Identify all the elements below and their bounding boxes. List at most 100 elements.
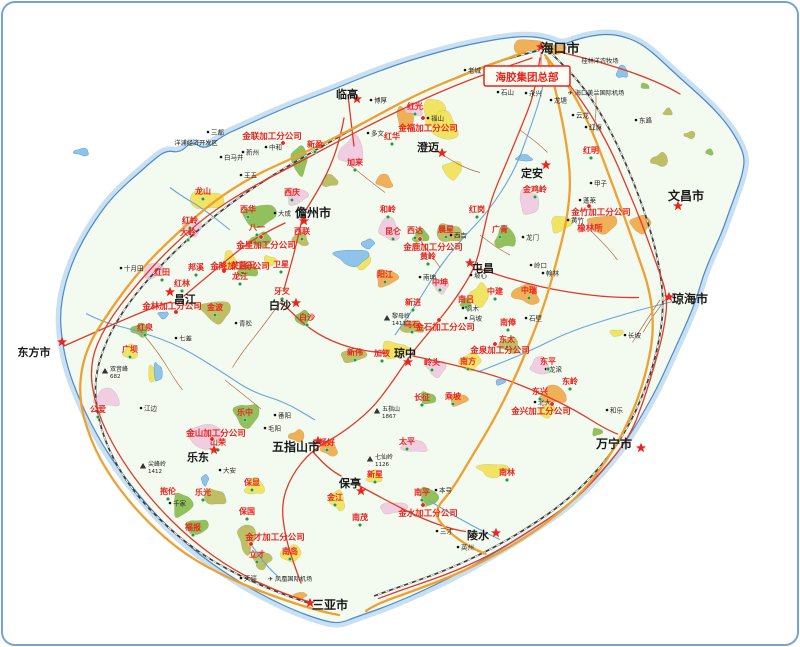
farm-label: 乐光 <box>195 487 211 497</box>
peak-elevation: 1126 <box>375 462 389 468</box>
town-dot <box>449 233 453 237</box>
farm-dot <box>142 333 147 338</box>
city-label: 临高 <box>336 87 358 101</box>
city-label: 屯昌 <box>472 261 494 275</box>
town-dot <box>521 235 525 239</box>
peak-elevation: 682 <box>110 374 121 380</box>
town-label: 枫木 <box>466 304 480 313</box>
national-road <box>282 57 541 584</box>
city-label: 琼海市 <box>672 291 708 306</box>
town-dot <box>264 145 268 149</box>
roads <box>63 50 681 617</box>
city-star-icon <box>536 41 546 52</box>
farm-label: 公爱 <box>90 404 106 414</box>
plantation-patch <box>365 469 383 483</box>
city-label: 昌江 <box>174 292 196 306</box>
city-star-icon <box>305 597 315 608</box>
town-dot <box>589 181 593 185</box>
town-label: 长坡 <box>628 331 642 340</box>
farm-dot <box>95 415 100 420</box>
farm-dot <box>589 155 594 160</box>
expressway <box>435 58 572 556</box>
city-label: 白沙 <box>269 298 291 312</box>
farm-dot <box>405 447 410 452</box>
town-label: 坡心 <box>474 271 488 280</box>
company-dot <box>221 268 227 274</box>
county-road <box>592 94 597 133</box>
national-road <box>183 222 286 297</box>
town-label: 江边 <box>144 405 158 413</box>
town-label: 新州 <box>246 148 259 157</box>
plantation-patch <box>458 352 482 372</box>
town-dot <box>496 90 500 94</box>
national-road <box>559 51 681 95</box>
town-dot <box>463 68 467 72</box>
farm-dot <box>165 497 170 502</box>
town-label: 王五 <box>244 172 258 180</box>
farm-dot <box>411 308 416 313</box>
national-road <box>282 214 304 292</box>
town-dot <box>218 468 222 472</box>
farm-label: 金江 <box>326 492 343 502</box>
hq-box <box>483 65 571 87</box>
plantation-patch <box>287 429 305 443</box>
plantation-patch <box>683 130 696 140</box>
city-label: 陵水 <box>467 528 490 542</box>
town-dot <box>541 271 545 275</box>
peak-label: 七仙岭 <box>375 453 393 461</box>
national-road <box>355 483 467 533</box>
farm-label: 红田 <box>154 267 170 277</box>
farm-dot <box>410 330 415 335</box>
city-star-icon <box>465 257 475 268</box>
farm-label: 广青 <box>492 224 508 234</box>
plantation-patch <box>328 489 345 512</box>
company-dot <box>420 502 426 508</box>
company-label: 金才加工分公司 <box>244 532 305 543</box>
river <box>477 300 674 373</box>
farm-dot <box>533 194 538 199</box>
farm-label: 大岭 <box>180 227 196 237</box>
company-label: 金石加工分公司 <box>414 322 475 333</box>
peak-icon <box>101 368 109 374</box>
town-dot <box>623 333 627 337</box>
town-label: 三都 <box>211 129 225 137</box>
town-dot <box>263 426 267 430</box>
peak-label: 黎母岭 <box>392 312 410 320</box>
farm-dot <box>242 418 247 423</box>
county-road <box>429 144 481 173</box>
plantation-patch <box>538 403 557 419</box>
plantation-patch <box>498 336 519 354</box>
town-dot <box>168 501 172 505</box>
city-star-icon <box>673 200 683 211</box>
town-dot <box>366 131 370 135</box>
plantation-patch <box>122 343 138 360</box>
river <box>85 313 316 421</box>
plantation-patch <box>294 309 311 326</box>
farm-label: 龙江 <box>231 271 248 281</box>
plantation-patch <box>705 148 714 156</box>
farm-dot <box>240 271 245 276</box>
farm-label: 西庆 <box>284 187 300 197</box>
town-label: 石山 <box>501 88 514 97</box>
farm-dot <box>212 313 217 318</box>
river <box>427 499 501 540</box>
farm-dot <box>451 402 456 407</box>
city-label: 五指山市 <box>272 439 320 454</box>
farm-dot <box>464 305 469 310</box>
city-label: 乐东 <box>187 450 209 464</box>
city-label: 万宁市 <box>595 436 632 451</box>
farm-label: 红华 <box>384 131 400 141</box>
peak-icon <box>139 463 147 469</box>
farm-label: 中建 <box>487 286 504 296</box>
peak-elevation: 1412 <box>148 469 162 475</box>
county-road <box>589 229 618 261</box>
farm-dot <box>380 359 385 364</box>
farm-label: 立才 <box>249 549 265 559</box>
plantation-patch <box>375 173 394 189</box>
company-dot <box>280 140 286 146</box>
town-dot <box>464 316 468 320</box>
plantation-patch <box>380 502 409 515</box>
town-label: 石壁 <box>529 314 543 323</box>
farm-dot <box>249 488 254 493</box>
plantation-patch <box>185 423 224 450</box>
